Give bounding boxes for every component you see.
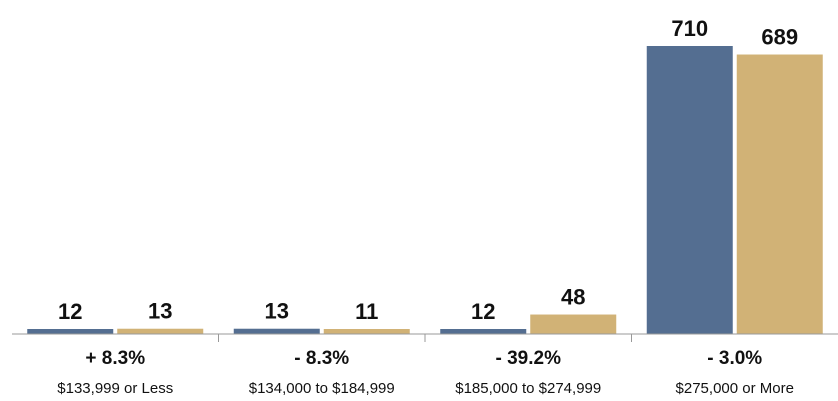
bar-second-1 bbox=[323, 329, 410, 334]
category-label-0: $133,999 or Less bbox=[57, 380, 173, 397]
x-axis-ticks bbox=[218, 334, 632, 342]
change-label-1: - 8.3% bbox=[294, 348, 349, 369]
category-label-2: $185,000 to $274,999 bbox=[455, 380, 601, 397]
change-label-0: + 8.3% bbox=[85, 348, 145, 369]
category-label-1: $134,000 to $184,999 bbox=[249, 380, 395, 397]
category-label-3: $275,000 or More bbox=[676, 380, 794, 397]
bars-group bbox=[27, 46, 823, 334]
value-label-first-2: 12 bbox=[471, 299, 495, 324]
value-labels-group: 12 13 13 11 12 48 710 689 bbox=[58, 16, 798, 324]
value-label-second-0: 13 bbox=[148, 299, 172, 324]
value-label-first-0: 12 bbox=[58, 299, 82, 324]
bar-second-0 bbox=[117, 328, 204, 334]
value-label-first-3: 710 bbox=[671, 16, 708, 41]
change-label-3: - 3.0% bbox=[707, 348, 762, 369]
bar-second-2 bbox=[530, 314, 617, 334]
value-label-second-2: 48 bbox=[561, 285, 585, 310]
bar-first-1 bbox=[233, 328, 320, 334]
change-labels-group: + 8.3% - 8.3% - 39.2% - 3.0% bbox=[85, 348, 762, 369]
bar-first-2 bbox=[440, 329, 527, 334]
change-label-2: - 39.2% bbox=[496, 348, 562, 369]
value-label-second-1: 11 bbox=[355, 299, 378, 324]
bar-first-0 bbox=[27, 329, 114, 334]
value-label-first-1: 13 bbox=[265, 299, 289, 324]
category-labels-group: $133,999 or Less $134,000 to $184,999 $185… bbox=[57, 380, 794, 397]
bar-second-3 bbox=[736, 54, 823, 334]
value-label-second-3: 689 bbox=[761, 25, 798, 50]
bar-first-3 bbox=[646, 46, 733, 334]
